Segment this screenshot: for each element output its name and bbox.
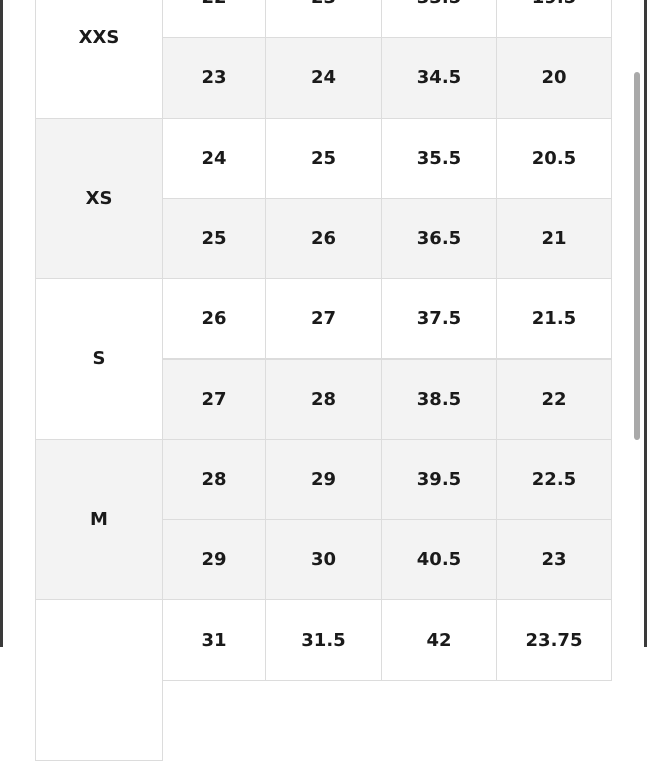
size-value: 25 (162, 197, 266, 280)
size-label: XS (35, 117, 163, 280)
size-value: 23.75 (496, 599, 612, 681)
size-value: 22.5 (496, 438, 612, 521)
size-value: 24 (265, 37, 382, 119)
size-value: 28 (265, 358, 382, 440)
size-value: 22 (162, 0, 266, 39)
frame (0, 0, 647, 647)
scrollbar[interactable] (634, 72, 640, 440)
size-value: 22 (496, 358, 612, 440)
size-value: 23 (265, 0, 382, 39)
size-value: 21 (496, 197, 612, 280)
size-value: 27 (265, 278, 382, 360)
size-label: M (35, 438, 163, 601)
size-label: XXS (35, 0, 163, 119)
size-value: 29 (265, 438, 382, 521)
size-value: 20 (496, 37, 612, 119)
size-value: 34.5 (381, 37, 497, 119)
size-value: 23 (162, 37, 266, 119)
size-value: 25 (265, 117, 382, 199)
size-value: 21.5 (496, 278, 612, 360)
size-value: 40.5 (381, 519, 497, 601)
size-value: 24 (162, 117, 266, 199)
size-value: 42 (381, 599, 497, 681)
size-value: 35.5 (381, 117, 497, 199)
size-value: 29 (162, 519, 266, 601)
size-value: 26 (265, 197, 382, 280)
size-value: 23 (496, 519, 612, 601)
size-value: 26 (162, 278, 266, 360)
size-value: 27 (162, 358, 266, 440)
size-value: 37.5 (381, 278, 497, 360)
size-value: 39.5 (381, 438, 497, 521)
size-label (35, 599, 163, 761)
size-value: 31.5 (265, 599, 382, 681)
size-value: 38.5 (381, 358, 497, 440)
size-value: 31 (162, 599, 266, 681)
size-value: 28 (162, 438, 266, 521)
size-value: 19.5 (496, 0, 612, 39)
size-label: S (35, 278, 163, 440)
size-value: 33.5 (381, 0, 497, 39)
size-value: 30 (265, 519, 382, 601)
size-value: 20.5 (496, 117, 612, 199)
size-value: 36.5 (381, 197, 497, 280)
